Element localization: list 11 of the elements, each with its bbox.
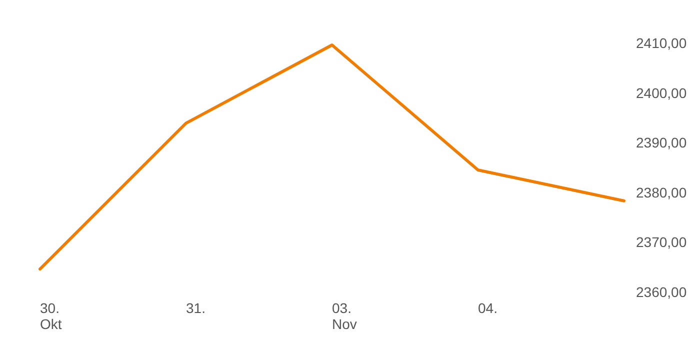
line-series (38, 43, 626, 271)
y-tick-label: 2390,00 (636, 134, 687, 151)
x-tick-label: 31. (186, 300, 206, 316)
y-tick-label: 2400,00 (636, 84, 687, 101)
y-tick-label: 2370,00 (636, 234, 687, 250)
x-tick-label: 03. Nov (332, 300, 357, 332)
y-tick-label: 2360,00 (636, 284, 687, 300)
y-tick-label: 2380,00 (636, 184, 687, 200)
y-tick-label: 2410,00 (636, 35, 687, 51)
x-tick-label: 30. Okt (40, 300, 62, 332)
x-tick-label: 04. (478, 300, 498, 316)
